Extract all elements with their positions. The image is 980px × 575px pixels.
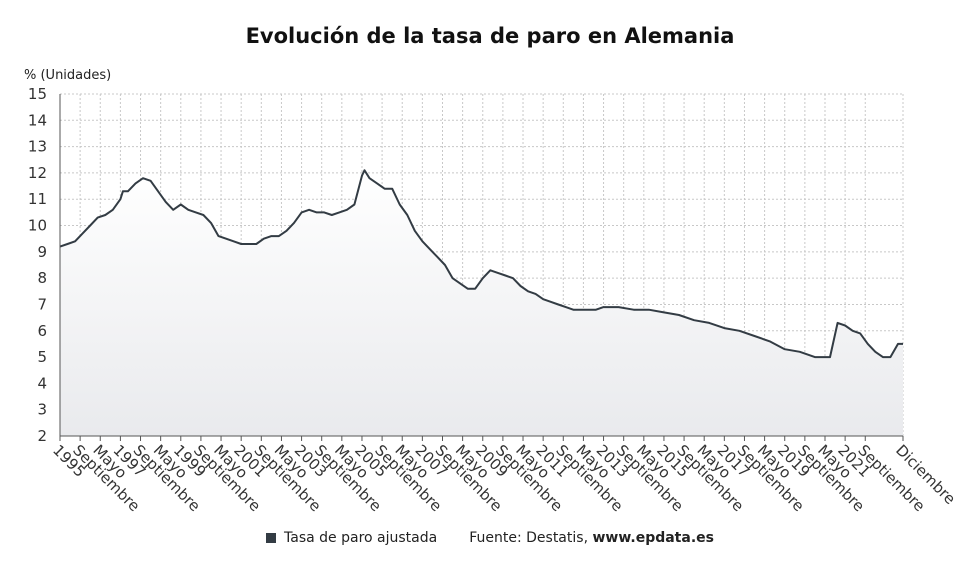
area-fill [60,170,903,437]
y-tick-label: 15 [28,85,47,103]
y-tick-label: 11 [28,190,47,208]
x-tick-labels: 1995SeptiembreMayo1997SeptiembreMayo1999… [49,441,959,515]
y-tick-label: 12 [28,164,47,182]
source-credit: Fuente: Destatis, www.epdata.es [469,530,714,546]
y-axis-label: % (Unidades) [24,68,112,83]
y-tick-label: 7 [37,295,47,313]
legend-item: Tasa de paro ajustada [266,530,437,546]
y-tick-label: 2 [37,427,47,445]
y-tick-label: 10 [28,217,47,235]
legend: Tasa de paro ajustada Fuente: Destatis, … [0,530,980,546]
series-lines [59,169,903,359]
y-tick-label: 6 [37,322,47,340]
y-tick-label: 8 [37,269,47,287]
axes [59,94,904,441]
legend-series-label: Tasa de paro ajustada [284,530,438,546]
legend-swatch [266,533,277,543]
series-area [60,170,903,437]
y-tick-label: 9 [37,243,47,261]
series-line [59,169,903,359]
y-tick-label: 3 [37,401,47,419]
y-tick-labels: 2 3 4 5 6 7 8 9 10 11 12 13 14 15 [28,85,47,445]
source-site: www.epdata.es [592,530,714,546]
source-prefix: Fuente: Destatis, [469,530,593,546]
chart-title: Evolución de la tasa de paro en Alemania [245,24,735,48]
y-tick-label: 14 [28,111,47,129]
y-tick-label: 4 [37,374,47,392]
y-tick-label: 13 [28,138,47,156]
y-tick-label: 5 [37,348,47,366]
